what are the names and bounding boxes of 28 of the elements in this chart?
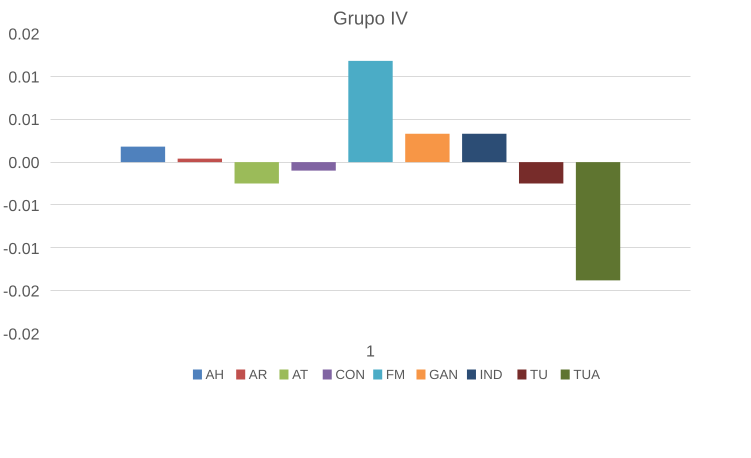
y-tick-label: -0.02 [3,326,40,344]
y-tick-label: 0.01 [8,69,40,86]
y-tick-label: -0.01 [3,198,40,215]
bar [291,162,336,171]
y-tick-label: 0.00 [8,155,40,172]
legend-label: AR [248,367,268,382]
bar [120,146,166,162]
legend-label: TUA [573,367,600,382]
chart-title: Grupo IV [333,8,408,28]
legend-label: AH [206,367,224,382]
bar [405,134,450,162]
legend-label: IND [480,367,503,382]
x-tick-label: 1 [366,344,376,360]
legend-label: CON [335,367,365,382]
legend-label: FM [386,367,406,382]
bar [462,134,506,162]
legend-label: AT [292,367,308,382]
bar [234,162,279,184]
y-tick-label: 0.01 [8,112,40,130]
bar [576,162,620,280]
y-tick-label: 0.02 [8,26,40,44]
legend-label: TU [530,367,548,382]
legend-label: GAN [429,367,458,382]
bar [178,158,222,162]
y-tick-label: -0.02 [3,284,40,301]
y-tick-label: -0.01 [3,240,40,258]
bar [518,162,564,184]
bar [348,60,393,162]
